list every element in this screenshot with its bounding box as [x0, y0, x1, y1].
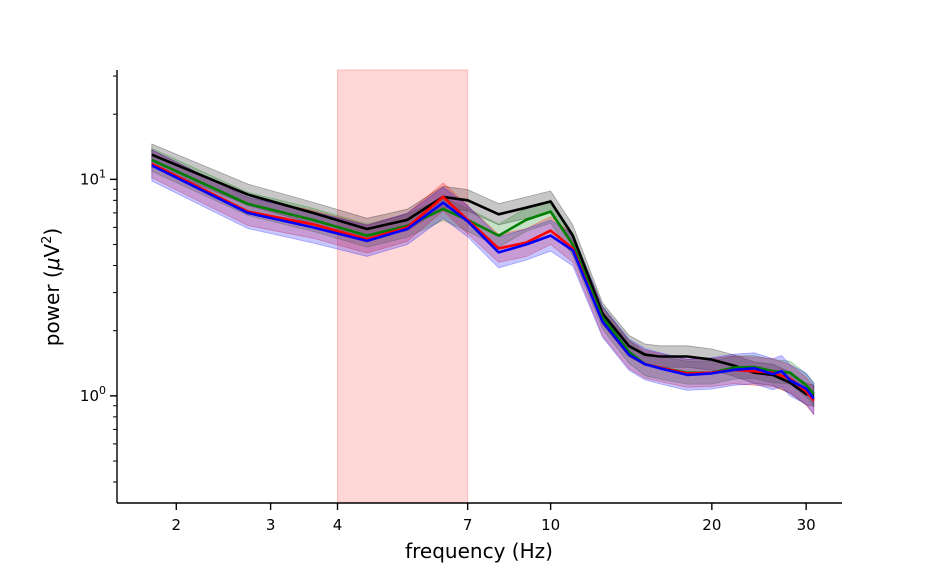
x-tick-label-30: 30 [797, 516, 816, 534]
x-tick-label-10: 10 [541, 516, 560, 534]
x-axis-label: frequency (Hz) [405, 539, 553, 563]
y-tick-label-exponent: 1 [99, 167, 106, 180]
y-axis-label-exponent: 2 [40, 236, 55, 244]
x-tick-label-2: 2 [172, 516, 182, 534]
series-0-confidence-band [151, 143, 815, 408]
x-tick-label-4: 4 [333, 516, 343, 534]
x-tick-label-7: 7 [463, 516, 473, 534]
y-axis-label: power (μV2) [40, 228, 64, 347]
y-axis-label-unit: V [40, 244, 64, 258]
y-tick-label-1: 101 [80, 167, 106, 188]
y-axis-label-close: ) [40, 228, 64, 236]
series-line-layer [151, 153, 815, 402]
frequency-band-layer [337, 69, 469, 504]
series-3-line [151, 164, 815, 400]
series-1-line [151, 158, 815, 395]
y-tick-label-exponent: 0 [99, 384, 106, 397]
confidence-band-layer [151, 143, 815, 416]
series-2-confidence-band [151, 149, 815, 416]
y-tick-label-0: 100 [80, 384, 106, 405]
shaded-frequency-band [337, 69, 469, 504]
y-tick-label-base: 10 [80, 170, 99, 188]
y-axis-label-mu: μ [40, 258, 64, 272]
series-0-line [151, 153, 815, 398]
y-tick-label-base: 10 [80, 387, 99, 405]
x-tick-label-3: 3 [266, 516, 276, 534]
series-3-confidence-band [151, 149, 815, 416]
x-tick-label-20: 20 [702, 516, 721, 534]
y-axis-label-main: power ( [40, 270, 64, 346]
